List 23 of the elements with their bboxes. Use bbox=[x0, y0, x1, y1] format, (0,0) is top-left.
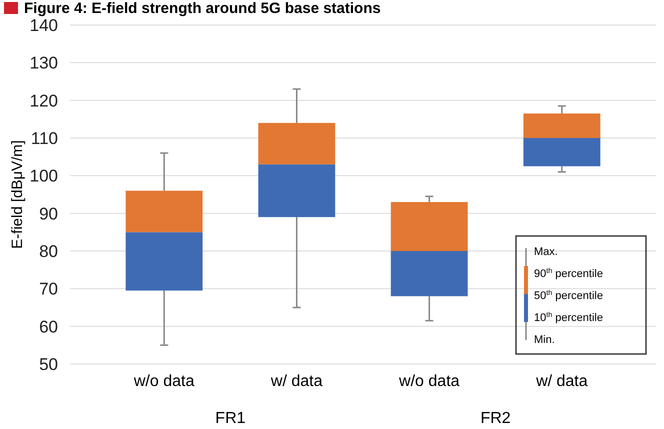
y-tick-label: 80 bbox=[39, 242, 58, 261]
annotation: 50$^{th}$ percentile bbox=[534, 288, 603, 302]
y-tick-label: 50 bbox=[39, 354, 58, 374]
annotation: 90$^{th}$ percentile bbox=[534, 266, 603, 280]
y-tick-label: 140 bbox=[30, 16, 58, 35]
x-tick-label: w/o data bbox=[398, 373, 460, 390]
y-tick-label: 120 bbox=[30, 91, 58, 110]
y-tick-label: 100 bbox=[30, 166, 58, 186]
x-tick-label: w/o data bbox=[132, 373, 194, 390]
text: FR2 bbox=[480, 410, 511, 427]
y-axis-title: E-field [dBμV/m] bbox=[9, 140, 26, 249]
annotation: 10$^{th}$ percentile bbox=[534, 310, 603, 324]
annotation: Min. bbox=[534, 334, 555, 346]
annotation: Max. bbox=[534, 246, 558, 258]
y-tick-label: 110 bbox=[30, 128, 58, 148]
x-tick-label: w/ data bbox=[270, 373, 323, 390]
text: FR1 bbox=[215, 410, 246, 427]
y-tick-label: 60 bbox=[39, 317, 58, 336]
y-tick-label: 130 bbox=[30, 54, 58, 73]
y-tick-label: 70 bbox=[39, 280, 58, 299]
y-tick-label: 90 bbox=[39, 204, 58, 224]
x-tick-label: w/ data bbox=[535, 373, 588, 390]
chart-title: Figure 4: E-field strength around 5G base stations bbox=[24, 0, 381, 17]
